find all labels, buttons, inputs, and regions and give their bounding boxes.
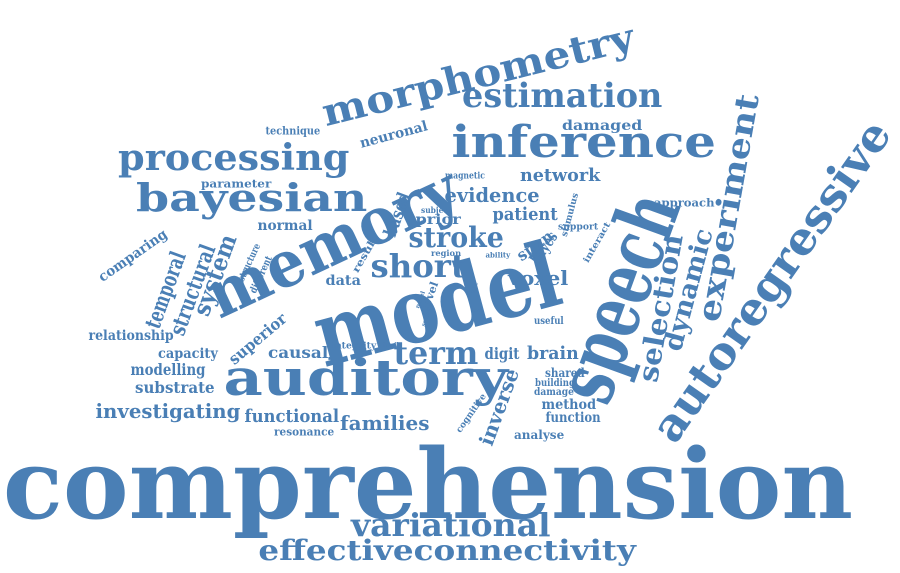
word-subject: subject (420, 205, 452, 215)
word-brain: brain (526, 343, 579, 364)
word-relationship: relationship (88, 328, 174, 344)
word-causal: causal (267, 343, 329, 362)
word-function: function (545, 410, 601, 426)
word-modelling: modelling (130, 360, 206, 379)
word-method: method (541, 397, 597, 413)
word-variational: variational (350, 506, 551, 544)
word-capacity: capacity (158, 346, 218, 362)
word-support: support (557, 222, 599, 233)
word-building: building (535, 378, 575, 389)
word-short: short (370, 247, 466, 285)
word-investigating: investigating (95, 399, 241, 423)
word-parameter: parameter (200, 177, 272, 191)
word-damaged: damaged (561, 118, 643, 134)
word-data: data (325, 273, 361, 289)
word-patient: patient (492, 204, 558, 225)
word-test: test (471, 307, 483, 314)
word-analyse: analyse (514, 428, 565, 442)
word-voxel: voxel (507, 266, 569, 290)
word-auditory: auditory (223, 348, 508, 407)
word-family: family (382, 342, 402, 349)
word-resonance: resonance (274, 425, 335, 439)
word-stroke: stroke (408, 221, 504, 254)
word-approach: approach (653, 196, 715, 210)
word-normal: normal (257, 218, 313, 234)
word-term: term (393, 334, 479, 372)
word-effectiveconnectivity: effectiveconnectivity (258, 534, 636, 567)
word-damage: damage (534, 387, 574, 398)
word-shared: shared (544, 366, 585, 380)
word-magnetic: magnetic (445, 171, 485, 182)
word-integrity: integrity (331, 341, 377, 352)
word-bayesian: bayesian (136, 175, 368, 220)
word-region: region (431, 248, 462, 258)
word-inference: inference (451, 117, 716, 168)
word-evidence: evidence (444, 183, 540, 207)
word-digit: digit (484, 344, 520, 363)
word-technique: technique (265, 124, 321, 138)
word-network: network (519, 165, 601, 186)
word-substrate: substrate (135, 378, 215, 397)
word-useful: useful (534, 316, 564, 327)
word-ability: ability (485, 250, 511, 260)
word-processing: processing (118, 137, 350, 179)
word-functional: functional (244, 406, 340, 427)
word-prior: prior (415, 212, 461, 228)
word-families: families (340, 411, 430, 435)
word-estimation: estimation (462, 76, 663, 116)
word-comprehension: comprehension (2, 428, 854, 541)
